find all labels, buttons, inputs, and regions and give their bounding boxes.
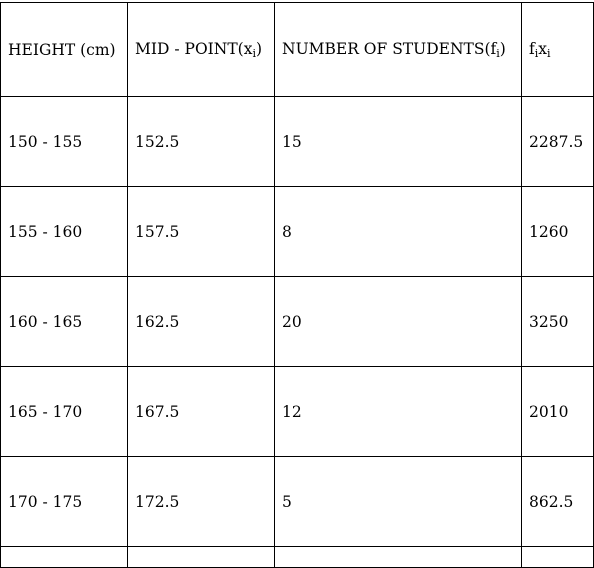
table-row: 155 - 160 157.5 8 1260 [0,186,594,277]
header-fixi-subscript-2: i [547,46,551,60]
cell-midpoint: 162.5 [127,276,275,367]
cell-students: 20 [274,276,522,367]
header-height-label: HEIGHT (cm) [8,40,116,59]
cell-height: 150 - 155 [0,96,128,187]
cell-fixi: 1260 [521,186,594,277]
table-row: 150 - 155 152.5 15 2287.5 [0,96,594,187]
table-row: 160 - 165 162.5 20 3250 [0,276,594,367]
header-fixi: fixi [521,2,594,97]
header-midpoint-subscript: i [252,46,256,60]
header-fixi-subscript-1: i [534,46,539,60]
cell-empty [521,546,594,568]
cell-midpoint: 167.5 [127,366,275,457]
table-row-cut-off [0,546,594,568]
header-midpoint-close: ) [256,39,263,58]
cell-midpoint: 157.5 [127,186,275,277]
header-fixi-f: f [529,39,535,58]
table-header-row: HEIGHT (cm) MID - POINT(xi) NUMBER OF ST… [0,2,594,97]
header-height: HEIGHT (cm) [0,2,128,97]
header-students: NUMBER OF STUDENTS(fi) [274,2,522,97]
cell-midpoint: 172.5 [127,456,275,547]
cell-empty [127,546,275,568]
cell-fixi: 2010 [521,366,594,457]
cell-students: 15 [274,96,522,187]
cell-midpoint: 152.5 [127,96,275,187]
header-fixi-x: x [538,39,548,58]
cell-height: 165 - 170 [0,366,128,457]
header-students-close: ) [499,39,506,58]
header-fixi-label: fixi [529,39,551,60]
cell-students: 8 [274,186,522,277]
header-students-label: NUMBER OF STUDENTS(fi) [282,39,506,60]
header-midpoint-text: MID - POINT(x [135,39,253,58]
table-row: 165 - 170 167.5 12 2010 [0,366,594,457]
cell-height: 155 - 160 [0,186,128,277]
cell-fixi: 3250 [521,276,594,367]
cell-empty [0,546,128,568]
cell-height: 160 - 165 [0,276,128,367]
cell-fixi: 862.5 [521,456,594,547]
cell-students: 5 [274,456,522,547]
cell-height: 170 - 175 [0,456,128,547]
cell-students: 12 [274,366,522,457]
cell-empty [274,546,522,568]
table-row: 170 - 175 172.5 5 862.5 [0,456,594,547]
header-midpoint: MID - POINT(xi) [127,2,275,97]
header-students-text: NUMBER OF STUDENTS(f [282,39,497,58]
cell-fixi: 2287.5 [521,96,594,187]
header-students-subscript: i [496,46,500,60]
header-midpoint-label: MID - POINT(xi) [135,39,263,60]
